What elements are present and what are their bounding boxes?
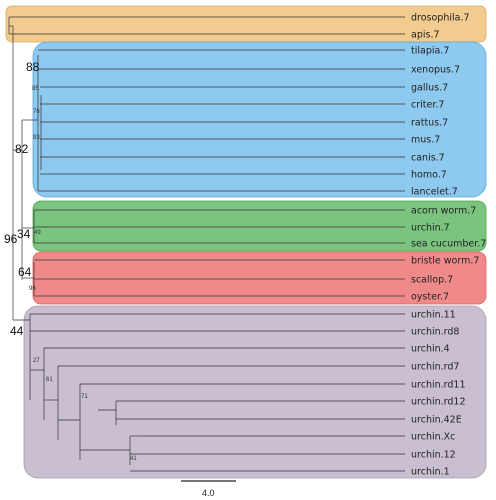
leaf-label: urchin.rd12 bbox=[411, 397, 466, 408]
leaf-label: urchin.7 bbox=[411, 223, 450, 234]
support-value: 49 bbox=[34, 230, 41, 236]
leaf-label: urchin.1 bbox=[411, 467, 450, 478]
leaf-label: lancelet.7 bbox=[411, 187, 458, 198]
leaf-label: xenopus.7 bbox=[411, 65, 460, 76]
leaf-label: tilapia.7 bbox=[411, 46, 449, 57]
support-value: 93 bbox=[33, 135, 40, 141]
leaf-label: canis.7 bbox=[411, 153, 445, 164]
support-value: 96 bbox=[4, 232, 18, 246]
leaf-label: drosophila.7 bbox=[411, 13, 470, 24]
support-value: 85 bbox=[32, 86, 39, 92]
leaf-label: urchin.Xc bbox=[411, 432, 455, 443]
leaf-label: urchin.rd8 bbox=[411, 327, 459, 338]
leaf-label: scallop.7 bbox=[411, 275, 453, 286]
clade-box-urchin-paralogs bbox=[23, 305, 487, 479]
support-value: 64 bbox=[18, 265, 32, 279]
leaf-label: urchin.11 bbox=[411, 310, 456, 321]
leaf-label: mus.7 bbox=[411, 135, 440, 146]
support-value: 71 bbox=[81, 394, 88, 400]
tree-branches bbox=[8, 16, 405, 472]
leaf-label: urchin.42E bbox=[411, 415, 462, 426]
leaf-label: rattus.7 bbox=[411, 118, 448, 129]
support-values: 88 82 96 34 64 44 85 76 93 49 96 27 61 7… bbox=[4, 60, 137, 462]
leaf-label: apis.7 bbox=[411, 30, 440, 41]
leaf-label: urchin.4 bbox=[411, 344, 450, 355]
support-value: 44 bbox=[10, 324, 24, 338]
leaf-label: oyster.7 bbox=[411, 292, 449, 303]
clade-box-ambulacraria bbox=[32, 200, 487, 252]
leaf-label: urchin.rd11 bbox=[411, 380, 466, 391]
support-value: 27 bbox=[33, 358, 40, 364]
leaf-label: criter.7 bbox=[411, 100, 444, 111]
support-value: 82 bbox=[15, 142, 29, 156]
leaf-label: homo.7 bbox=[411, 170, 447, 181]
clade-box-deuterostomes bbox=[32, 41, 487, 198]
leaf-label: urchin.rd7 bbox=[411, 362, 459, 373]
leaf-label: acorn worm.7 bbox=[411, 206, 476, 217]
support-value: 88 bbox=[26, 60, 40, 74]
leaf-labels: drosophila.7 apis.7 tilapia.7 xenopus.7 … bbox=[411, 13, 486, 478]
leaf-label: bristle worm.7 bbox=[411, 256, 479, 267]
leaf-label: sea cucumber.7 bbox=[411, 239, 486, 250]
support-value: 41 bbox=[130, 456, 137, 462]
support-value: 96 bbox=[29, 286, 36, 292]
support-value: 61 bbox=[46, 377, 53, 383]
leaf-label: urchin.12 bbox=[411, 450, 456, 461]
scale-bar-label: 4.0 bbox=[202, 488, 215, 498]
leaf-label: gallus.7 bbox=[411, 83, 448, 94]
support-value: 76 bbox=[33, 109, 40, 115]
support-value: 34 bbox=[17, 227, 31, 241]
